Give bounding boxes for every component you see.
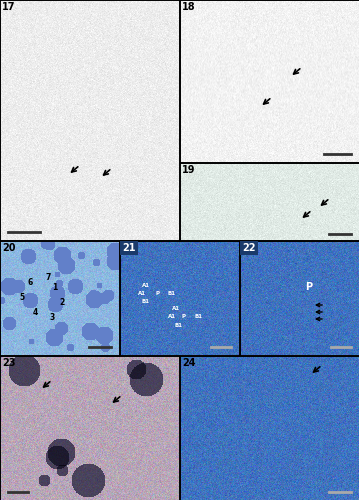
- Text: 22: 22: [242, 243, 256, 253]
- Text: 17: 17: [2, 2, 15, 12]
- Text: 19: 19: [182, 165, 196, 175]
- Text: 24: 24: [182, 358, 196, 368]
- Text: B1: B1: [175, 323, 183, 328]
- Text: 18: 18: [182, 2, 196, 12]
- Text: 4: 4: [32, 308, 38, 317]
- Text: 23: 23: [2, 358, 15, 368]
- Text: A1: A1: [172, 306, 180, 311]
- Text: P: P: [305, 282, 312, 292]
- Text: 6: 6: [27, 278, 33, 287]
- Text: 21: 21: [122, 243, 135, 253]
- Text: A1: A1: [142, 283, 150, 288]
- Text: 20: 20: [2, 243, 15, 253]
- Text: B1: B1: [168, 291, 176, 296]
- Text: B1: B1: [195, 314, 203, 319]
- Text: 7: 7: [45, 273, 51, 282]
- Text: 2: 2: [59, 298, 65, 307]
- Text: P: P: [155, 291, 159, 296]
- Text: A1: A1: [138, 291, 146, 296]
- Text: 3: 3: [50, 313, 55, 322]
- Text: P: P: [182, 314, 186, 319]
- Text: B1: B1: [142, 299, 150, 304]
- Text: 5: 5: [19, 293, 24, 302]
- Text: A1: A1: [168, 314, 176, 319]
- Text: 1: 1: [52, 283, 58, 292]
